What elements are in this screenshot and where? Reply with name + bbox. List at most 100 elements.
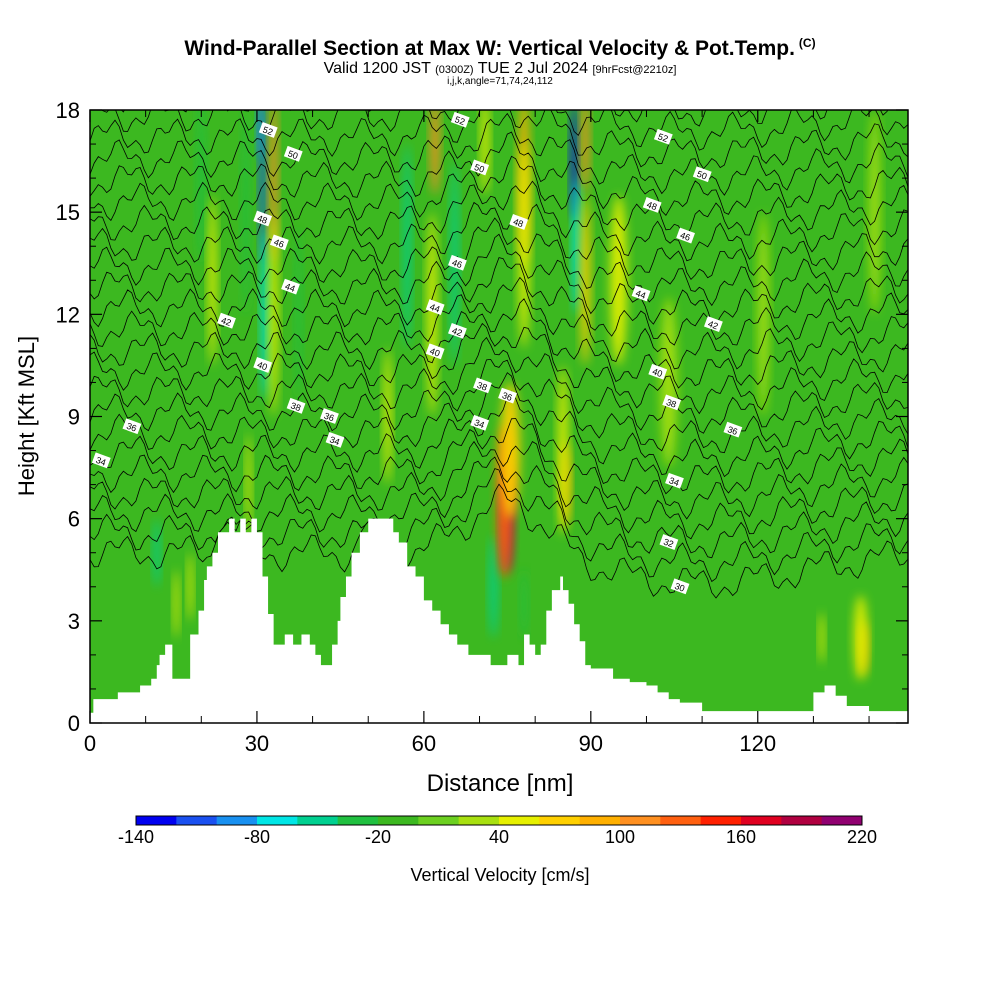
contour-label: 34 <box>325 431 345 448</box>
contour-label-text: 30 <box>673 581 686 594</box>
updraft-cell <box>869 110 881 315</box>
contour-label-text: 50 <box>287 148 300 161</box>
contour-label-text: 36 <box>125 421 138 434</box>
contour-label: 50 <box>470 159 490 176</box>
contour-label-text: 40 <box>256 359 269 372</box>
contour-label-text: 46 <box>679 230 692 243</box>
downdraft-cell <box>153 518 161 587</box>
updraft-cell <box>518 144 530 349</box>
y-tick-label: 3 <box>68 609 80 634</box>
contour-label-box <box>258 122 278 138</box>
theta-contours <box>90 110 908 599</box>
contour-label: 48 <box>642 196 662 213</box>
updraft-cell <box>610 195 627 366</box>
contour-label-box <box>325 431 345 448</box>
contour-label: 44 <box>631 285 651 302</box>
theta-contour <box>90 201 908 281</box>
colorbar-swatch <box>337 816 379 825</box>
colorbar-tick-label: -80 <box>244 827 270 847</box>
colorbar-swatch <box>297 816 339 825</box>
contour-label-text: 42 <box>451 325 464 338</box>
contour-label: 34 <box>91 452 111 469</box>
contour-label-text: 42 <box>220 315 233 328</box>
colorbar-swatch <box>741 816 782 825</box>
contour-label-box <box>253 357 273 373</box>
contour-label: 38 <box>473 377 492 394</box>
theta-contour <box>101 110 908 151</box>
updraft-cell <box>818 612 825 664</box>
theta-contour <box>90 468 908 583</box>
contour-label-text: 38 <box>476 380 489 393</box>
contour-label-box <box>425 299 445 315</box>
downdraft-cell <box>489 535 498 638</box>
contour-label: 36 <box>320 408 339 424</box>
theta-contour <box>90 483 908 599</box>
ijk-line: i,j,k,angle=71,74,24,112 <box>447 76 553 87</box>
updraft-cell <box>173 569 180 638</box>
contour-label-box <box>286 397 306 414</box>
contour-label: 34 <box>470 414 490 431</box>
updraft-cell <box>269 212 279 417</box>
colorbar-swatch <box>499 816 540 825</box>
updraft-cell <box>245 433 252 536</box>
updraft-cell <box>500 382 520 519</box>
contour-label: 36 <box>122 418 142 435</box>
plot-area: 52 50 48 46 44 42 40 38 36 34 36 34 52 50 48 46 44 42 40 38… <box>90 110 908 723</box>
contour-label-box <box>498 387 517 404</box>
contour-label-box <box>473 377 492 394</box>
colorbar-tick-label: -20 <box>365 827 391 847</box>
x-tick-label: 60 <box>412 731 436 756</box>
contour-label-box <box>659 534 679 550</box>
contour-label-box <box>122 418 142 435</box>
theta-contour <box>90 298 908 389</box>
colorbar-swatch <box>216 816 258 825</box>
contour-label-box <box>269 234 289 251</box>
theta-contour <box>90 110 908 170</box>
contour-label: 48 <box>253 210 273 227</box>
colorbar-swatch <box>418 816 460 825</box>
contour-label-text: 34 <box>473 417 486 430</box>
theta-contour <box>90 336 908 434</box>
colorbar-tick-label: 160 <box>726 827 756 847</box>
y-tick-label: 18 <box>56 98 80 123</box>
copyright-mark: (C) <box>798 36 816 50</box>
updraft-cell <box>187 552 193 621</box>
colorbar-swatch <box>257 816 298 825</box>
theta-contour <box>90 322 908 415</box>
colorbar-swatch <box>700 816 742 825</box>
contour-label-box <box>253 210 273 227</box>
colorbar-swatch <box>539 816 581 825</box>
contour-label-box <box>665 472 684 489</box>
theta-contour <box>90 276 908 370</box>
colorbar-tick-label: -140 <box>118 827 154 847</box>
contour-label-box <box>509 214 529 230</box>
contour-label-text: 42 <box>707 319 720 332</box>
colorbar-swatch <box>378 816 419 825</box>
colorbar-swatch <box>660 816 702 825</box>
contour-label-text: 48 <box>512 216 525 229</box>
contour-label-text: 36 <box>323 411 336 424</box>
downdraft-cell <box>256 110 263 162</box>
colorbar-swatch <box>136 816 177 825</box>
contour-label-text: 48 <box>645 199 658 212</box>
y-tick-label: 0 <box>68 711 80 736</box>
x-tick-label: 30 <box>245 731 269 756</box>
contour-label-box <box>91 452 111 469</box>
downdraft-cell <box>572 178 582 315</box>
contour-label-text: 38 <box>289 400 302 413</box>
theta-contour <box>90 456 908 559</box>
contour-label-text: 46 <box>273 237 286 250</box>
contour-label: 40 <box>648 363 668 380</box>
contour-label-box <box>676 227 695 244</box>
forecast-tag: [9hrFcst@2210z] <box>592 64 677 76</box>
contour-label-box <box>692 166 712 183</box>
contour-label: 52 <box>653 128 673 145</box>
downdraft-cell <box>197 110 206 264</box>
contour-label-text: 38 <box>665 397 678 410</box>
contour-label-box <box>662 394 682 411</box>
contour-labels: 52 50 48 46 44 42 40 38 36 34 36 34 52 50 48 46 44 42 40 38… <box>91 111 743 595</box>
contour-label: 52 <box>258 122 278 138</box>
contour-label: 48 <box>509 214 529 230</box>
updraft-cell <box>383 348 392 485</box>
valid-date: TUE 2 Jul 2024 <box>477 60 589 77</box>
